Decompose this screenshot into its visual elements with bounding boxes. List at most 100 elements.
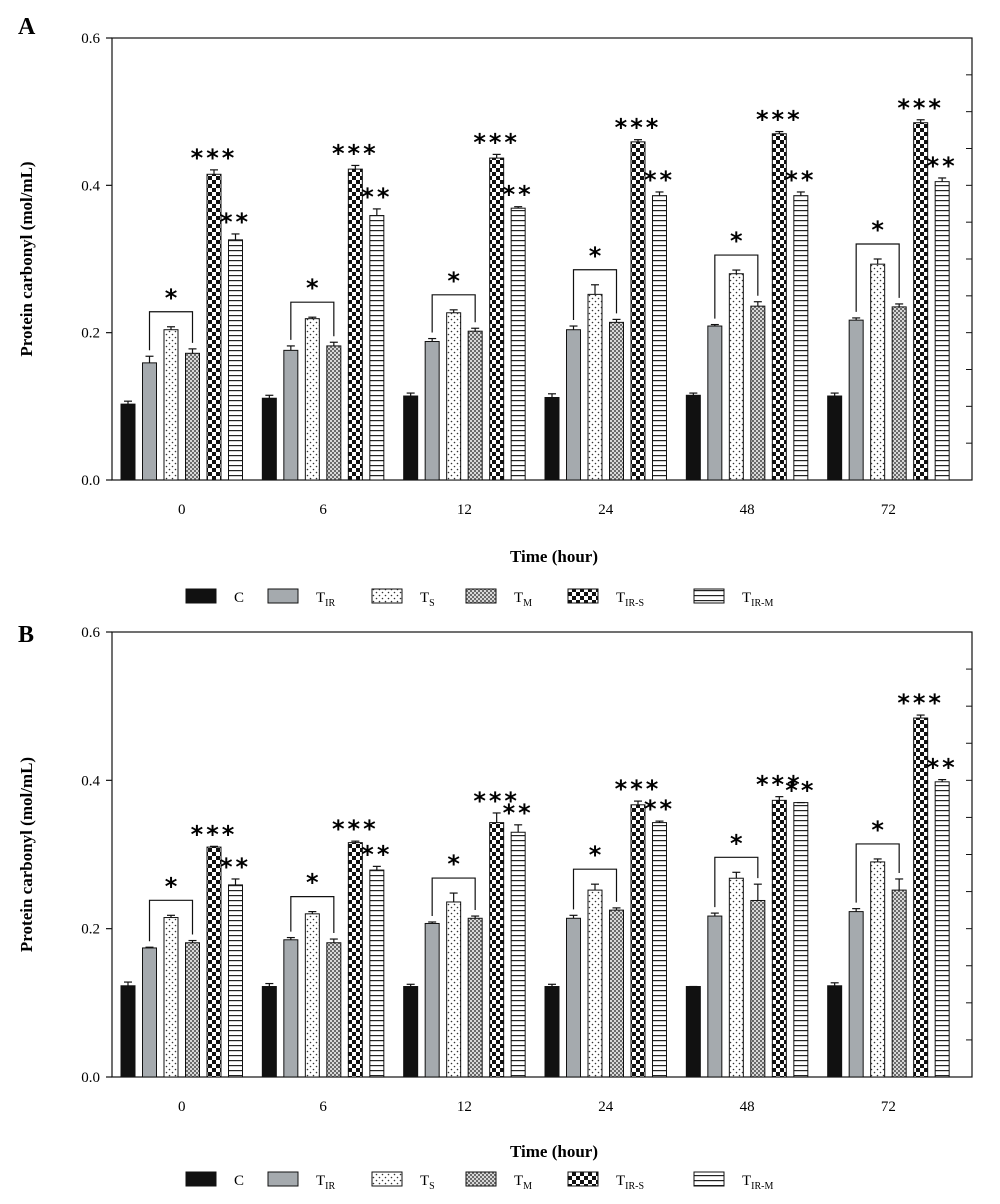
- bar-t-ir-m-24: [652, 822, 667, 1078]
- legend-swatch: [185, 1171, 217, 1187]
- bar-t-m-24: [609, 321, 624, 481]
- y-tick-label: 0.4: [81, 773, 100, 789]
- bar-t-m-72: [891, 306, 907, 481]
- legend-item-t-ir-m: TIR-M: [693, 1171, 774, 1192]
- bar-t-ir-72: [848, 911, 864, 1078]
- bar-t-m-0: [185, 942, 200, 1078]
- bar-t-s-48: [728, 273, 744, 481]
- significance-stars: **: [503, 181, 534, 209]
- y-axis-title: Protein carbonyl (mol/mL): [17, 757, 36, 952]
- significance-stars: **: [361, 840, 392, 868]
- bar-t-s-48: [728, 877, 744, 1078]
- significance-star: *: [589, 242, 602, 270]
- significance-stars: **: [220, 853, 251, 881]
- legend-item-t-ir-s: TIR-S: [567, 1171, 644, 1192]
- significance-bracket: [431, 877, 476, 916]
- legend-label: TIR-S: [616, 590, 644, 609]
- legend-swatch: [267, 1171, 299, 1187]
- significance-stars: ***: [756, 771, 803, 799]
- bar-t-ir-s-6: [347, 842, 363, 1078]
- legend-label: TIR-M: [742, 1173, 774, 1192]
- significance-star: *: [871, 216, 884, 244]
- bar-t-s-24: [587, 293, 603, 481]
- significance-stars: **: [785, 777, 816, 805]
- x-tick-label: 48: [740, 1099, 755, 1115]
- significance-stars: **: [220, 208, 251, 236]
- significance-stars: ***: [191, 144, 238, 172]
- significance-star: *: [589, 841, 602, 869]
- bar-t-ir-72: [848, 319, 864, 481]
- bar-t-s-72: [870, 861, 886, 1078]
- significance-stars: ***: [897, 689, 944, 717]
- bar-c-0: [120, 985, 136, 1078]
- bar-t-ir-m-24: [652, 195, 667, 481]
- legend-item-t-s: TS: [371, 1171, 435, 1192]
- x-tick-label: 6: [319, 1099, 327, 1115]
- significance-stars: ***: [756, 106, 803, 134]
- y-axis-title: Protein carbonyl (mol/mL): [17, 161, 36, 356]
- bar-t-ir-m-0: [228, 239, 243, 481]
- legend-item-t-m: TM: [465, 588, 532, 609]
- bar-c-12: [403, 395, 419, 481]
- significance-stars: **: [785, 166, 816, 194]
- bar-t-ir-s-48: [771, 799, 787, 1078]
- legend-swatch: [185, 588, 217, 604]
- significance-bracket: [572, 868, 618, 910]
- bar-t-ir-m-48: [793, 195, 809, 481]
- legend-swatch: [267, 588, 299, 604]
- bar-t-s-24: [587, 889, 603, 1078]
- bar-c-48: [685, 394, 701, 481]
- x-tick-label: 24: [598, 1099, 614, 1115]
- significance-stars: **: [644, 166, 675, 194]
- significance-stars: ***: [191, 820, 238, 848]
- bar-t-s-72: [870, 263, 886, 481]
- legend-label: TIR: [316, 1173, 336, 1192]
- x-tick-label: 24: [598, 502, 614, 518]
- significance-stars: **: [503, 799, 534, 827]
- legend-label: TIR-S: [616, 1173, 644, 1192]
- significance-stars: ***: [615, 775, 662, 803]
- chart-panel-a: A 0.0 0.2 0.4 0.6 Protein carbonyl (mol/mL) Ti…: [17, 14, 973, 566]
- bar-c-48: [685, 986, 701, 1078]
- significance-star: *: [730, 227, 743, 255]
- bar-t-s-0: [163, 917, 179, 1078]
- significance-stars: **: [644, 795, 675, 823]
- x-tick-label: 0: [178, 502, 186, 518]
- x-tick-label: 12: [457, 502, 472, 518]
- significance-bracket: [714, 254, 759, 319]
- x-axis-title: Time (hour): [510, 1142, 598, 1161]
- bar-t-ir-m-72: [934, 181, 950, 481]
- significance-bracket: [431, 294, 476, 333]
- bar-t-ir-s-72: [913, 122, 929, 481]
- legend-item-t-s: TS: [371, 588, 435, 609]
- bar-t-m-12: [467, 917, 483, 1078]
- bar-t-m-12: [467, 330, 483, 481]
- bar-t-s-12: [446, 312, 462, 481]
- legend-item-t-m: TM: [465, 1171, 532, 1192]
- legend-swatch: [371, 1171, 403, 1187]
- y-tick-label: 0.4: [81, 178, 100, 194]
- bar-t-ir-0: [142, 947, 157, 1078]
- x-tick-label: 6: [319, 502, 327, 518]
- bar-t-s-6: [304, 913, 320, 1078]
- significance-star: *: [306, 869, 319, 897]
- legend-item-t-ir: TIR: [267, 1171, 336, 1192]
- bar-t-ir-24: [566, 329, 581, 481]
- x-tick-label: 48: [740, 502, 755, 518]
- significance-stars: ***: [897, 94, 944, 122]
- bar-t-s-0: [163, 329, 179, 481]
- bar-t-ir-m-72: [934, 781, 950, 1078]
- legend-item-t-ir: TIR: [267, 588, 336, 609]
- significance-bracket: [148, 899, 194, 942]
- legend-item-t-ir-m: TIR-M: [693, 588, 774, 609]
- x-tick-label: 12: [457, 1099, 472, 1115]
- significance-star: *: [447, 267, 460, 295]
- x-tick-label: 0: [178, 1099, 186, 1115]
- significance-stars: **: [361, 183, 392, 211]
- legend-swatch: [693, 1171, 725, 1187]
- significance-stars: ***: [615, 114, 662, 142]
- y-tick-label: 0.6: [81, 625, 100, 641]
- bar-t-ir-m-12: [510, 207, 526, 481]
- legend-swatch: [465, 588, 497, 604]
